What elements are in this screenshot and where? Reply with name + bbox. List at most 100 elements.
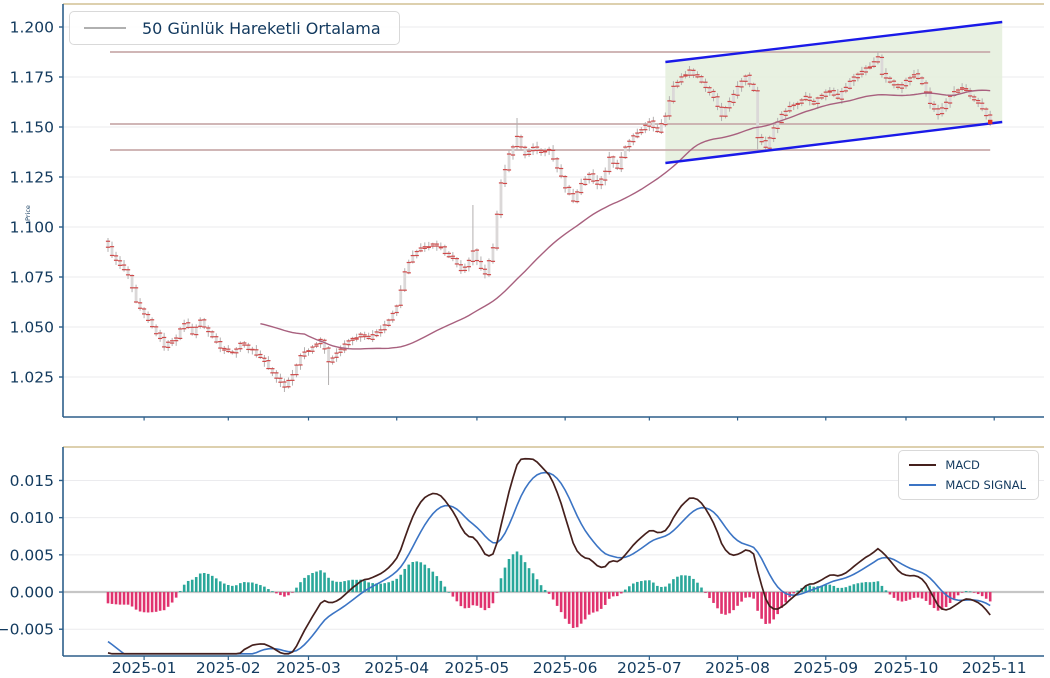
candle-body	[676, 82, 679, 87]
hist-bar-negative	[619, 592, 623, 594]
hist-bar-negative	[110, 592, 114, 604]
candle-body	[507, 154, 511, 170]
hist-bar-negative	[956, 592, 960, 596]
hist-bar-positive	[218, 581, 222, 593]
candle-body	[363, 334, 367, 337]
hist-bar-positive	[832, 585, 836, 593]
hist-bar-positive	[668, 583, 671, 593]
hist-bar-negative	[571, 592, 575, 628]
hist-bar-positive	[824, 584, 828, 593]
hist-bar-negative	[455, 592, 459, 602]
hist-bar-negative	[972, 592, 976, 593]
hist-bar-negative	[768, 592, 771, 624]
candle-body	[467, 260, 471, 267]
hist-bar-positive	[820, 585, 824, 593]
hist-bar-positive	[423, 564, 427, 593]
hist-bar-negative	[952, 592, 956, 599]
candle-body	[651, 121, 655, 128]
candle-body	[587, 174, 591, 180]
candle-body	[856, 74, 860, 78]
candle-body	[218, 341, 222, 349]
macd-signal-line	[107, 471, 991, 655]
hist-bar-positive	[700, 587, 703, 593]
candle-body	[956, 90, 960, 93]
candle-body	[443, 246, 447, 254]
candle-body	[315, 344, 318, 347]
hist-bar-positive	[676, 576, 679, 593]
hist-bar-negative	[900, 592, 904, 602]
candle-body	[908, 77, 912, 82]
hist-bar-positive	[259, 585, 262, 593]
hist-bar-positive	[227, 584, 230, 593]
hist-bar-negative	[275, 592, 278, 594]
candle-body	[331, 358, 334, 363]
hist-bar-positive	[443, 586, 447, 593]
hist-bar-negative	[599, 592, 603, 609]
hist-bar-positive	[872, 581, 876, 593]
hist-bar-positive	[206, 573, 210, 593]
candle-body	[720, 107, 723, 117]
hist-bar-positive	[367, 582, 370, 593]
candle-body	[884, 73, 888, 78]
candle-body	[295, 365, 298, 375]
candle-body	[860, 71, 864, 75]
candle-body	[579, 183, 583, 193]
hist-bar-positive	[182, 584, 186, 593]
hist-bar-negative	[916, 592, 920, 598]
candle-body	[499, 182, 503, 215]
hist-bar-negative	[170, 592, 174, 603]
candle-body	[463, 267, 467, 271]
hist-bar-negative	[567, 592, 571, 624]
candle-body	[619, 157, 623, 169]
hist-bar-negative	[740, 592, 743, 602]
hist-bar-negative	[732, 592, 735, 611]
candle-body	[210, 331, 214, 337]
candle-body	[423, 246, 427, 249]
candle-body	[635, 133, 639, 137]
candle-body	[551, 150, 555, 159]
candle-body	[820, 95, 824, 98]
hist-bar-positive	[387, 582, 390, 593]
hist-bar-negative	[776, 592, 779, 615]
candle-body	[932, 104, 936, 109]
signal-legend-label: MACD SIGNAL	[945, 478, 1026, 492]
hist-bar-positive	[343, 581, 346, 593]
hist-bar-negative	[591, 592, 595, 613]
hist-bar-positive	[331, 580, 334, 593]
hist-bar-positive	[696, 582, 699, 593]
hist-bar-negative	[892, 592, 896, 598]
hist-bar-positive	[964, 591, 968, 593]
candle-body	[964, 88, 968, 91]
macd-ytick-label: 0.010	[10, 509, 54, 527]
x-tick-label: 2025-03	[276, 659, 341, 677]
macd-ytick-label: 0.005	[10, 546, 54, 564]
candle-body	[760, 137, 764, 142]
macd-legend-row-signal: MACD SIGNAL	[909, 478, 1026, 492]
hist-bar-negative	[760, 592, 763, 619]
candle-body	[627, 141, 631, 147]
hist-bar-positive	[828, 584, 832, 593]
hist-bar-negative	[920, 592, 924, 599]
candle-body	[271, 368, 274, 373]
hist-bar-positive	[363, 580, 366, 593]
candle-body	[359, 334, 363, 337]
candle-body	[254, 349, 258, 356]
candle-body	[279, 378, 282, 383]
x-tick-label: 2025-05	[445, 659, 510, 677]
candle-body	[122, 265, 126, 270]
hist-bar-negative	[471, 592, 475, 606]
candle-body	[303, 352, 306, 357]
hist-bar-positive	[636, 581, 639, 593]
hist-bar-positive	[868, 582, 872, 593]
hist-bar-positive	[648, 580, 651, 593]
candle-body	[768, 137, 772, 149]
hist-bar-negative	[595, 592, 599, 612]
candle-body	[395, 306, 399, 313]
hist-bar-negative	[547, 592, 551, 594]
hist-bar-positive	[407, 564, 411, 593]
hist-bar-negative	[988, 592, 992, 602]
candle-body	[920, 77, 924, 84]
candle-body	[198, 320, 202, 327]
hist-bar-positive	[375, 583, 378, 593]
hist-bar-positive	[840, 587, 844, 593]
